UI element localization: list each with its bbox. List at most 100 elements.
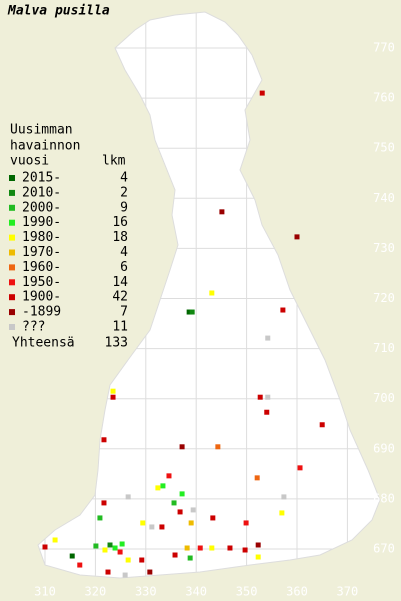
occurrence: [42, 544, 48, 550]
legend-header: havainnon: [10, 139, 80, 154]
legend-label: 1980-: [22, 230, 61, 245]
occurrence: [69, 553, 75, 559]
occurrence: [101, 437, 107, 443]
legend-count: 2: [120, 185, 128, 200]
legend-count: 18: [112, 230, 128, 245]
occurrence: [93, 543, 99, 549]
occurrence: [219, 209, 225, 215]
occurrence: [184, 545, 190, 551]
occurrence: [279, 510, 285, 516]
y-tick-label: 690: [373, 441, 395, 455]
legend-count: 6: [120, 260, 128, 275]
occurrence: [215, 444, 221, 450]
x-tick-label: 340: [185, 585, 207, 599]
occurrence: [140, 520, 146, 526]
occurrence: [97, 515, 103, 521]
total-count: 133: [105, 336, 128, 351]
occurrence: [159, 524, 165, 530]
occurrence: [242, 547, 248, 553]
occurrence: [107, 542, 113, 548]
occurrence: [155, 485, 161, 491]
x-tick-label: 350: [236, 585, 258, 599]
occurrence: [294, 234, 300, 240]
legend-label: 1990-: [22, 215, 61, 230]
legend-swatch: [9, 234, 15, 241]
y-tick-label: 760: [373, 91, 395, 105]
occurrence: [257, 394, 263, 400]
legend-count: 4: [120, 171, 128, 186]
legend-count: 7: [120, 305, 128, 320]
y-tick-label: 670: [373, 542, 395, 556]
occurrence: [186, 309, 192, 315]
occurrence: [119, 541, 125, 547]
occurrence: [102, 547, 108, 553]
y-tick-label: 740: [373, 191, 395, 205]
occurrence: [265, 394, 271, 400]
legend-label: 2015-: [22, 171, 61, 186]
legend-swatch: [9, 204, 15, 211]
legend-count: 16: [112, 215, 128, 230]
legend-swatch: [9, 309, 15, 316]
occurrence: [105, 569, 111, 575]
legend-swatch: [9, 264, 15, 271]
occurrence: [171, 500, 177, 506]
occurrence: [177, 509, 183, 515]
occurrence: [255, 554, 261, 560]
legend-count: 9: [120, 200, 128, 215]
occurrence: [264, 409, 270, 415]
x-tick-label: 370: [337, 585, 359, 599]
legend-label: -1899: [22, 305, 61, 320]
y-tick-label: 730: [373, 241, 395, 255]
legend-swatch: [9, 175, 15, 181]
occurrence: [125, 494, 131, 500]
legend-header: vuosi: [10, 154, 49, 169]
x-tick-label: 360: [286, 585, 308, 599]
legend-label: ???: [22, 320, 45, 335]
occurrence: [319, 422, 325, 428]
occurrence: [209, 290, 215, 296]
legend-label: 2000-: [22, 200, 61, 215]
legend-swatch: [9, 219, 15, 226]
legend-label: 1960-: [22, 260, 61, 275]
occurrence: [254, 475, 260, 481]
occurrence: [265, 335, 271, 341]
legend-swatch: [9, 294, 15, 301]
occurrence: [139, 557, 145, 563]
occurrence: [227, 545, 233, 551]
y-tick-label: 680: [373, 491, 395, 505]
y-tick-label: 750: [373, 141, 395, 155]
occurrence: [110, 394, 116, 400]
occurrence: [210, 515, 216, 521]
occurrence: [243, 520, 249, 526]
occurrence: [281, 494, 287, 500]
occurrence: [52, 537, 58, 543]
occurrence: [179, 444, 185, 450]
occurrence: [189, 309, 195, 315]
occurrence: [77, 562, 83, 568]
occurrence: [259, 90, 265, 96]
occurrence: [160, 483, 166, 489]
occurrence: [197, 545, 203, 551]
legend-label: 2010-: [22, 185, 61, 200]
occurrence: [209, 545, 215, 551]
y-tick-label: 700: [373, 391, 395, 405]
legend-label: 1970-: [22, 245, 61, 260]
map-title: Malva pusilla: [7, 4, 110, 19]
total-label: Yhteensä: [12, 336, 75, 351]
y-tick-label: 770: [373, 41, 395, 55]
legend-count-header: lkm: [102, 154, 126, 169]
x-tick-label: 310: [34, 585, 56, 599]
occurrence: [255, 542, 261, 548]
occurrence: [117, 549, 123, 555]
occurrence: [187, 555, 193, 561]
y-tick-label: 720: [373, 291, 395, 305]
occurrence: [149, 524, 155, 530]
occurrence: [172, 552, 178, 558]
occurrence: [147, 569, 153, 575]
legend-count: 42: [112, 290, 128, 305]
occurrence: [297, 465, 303, 471]
legend-swatch: [9, 279, 15, 286]
y-tick-label: 710: [373, 341, 395, 355]
occurrence: [125, 557, 131, 563]
